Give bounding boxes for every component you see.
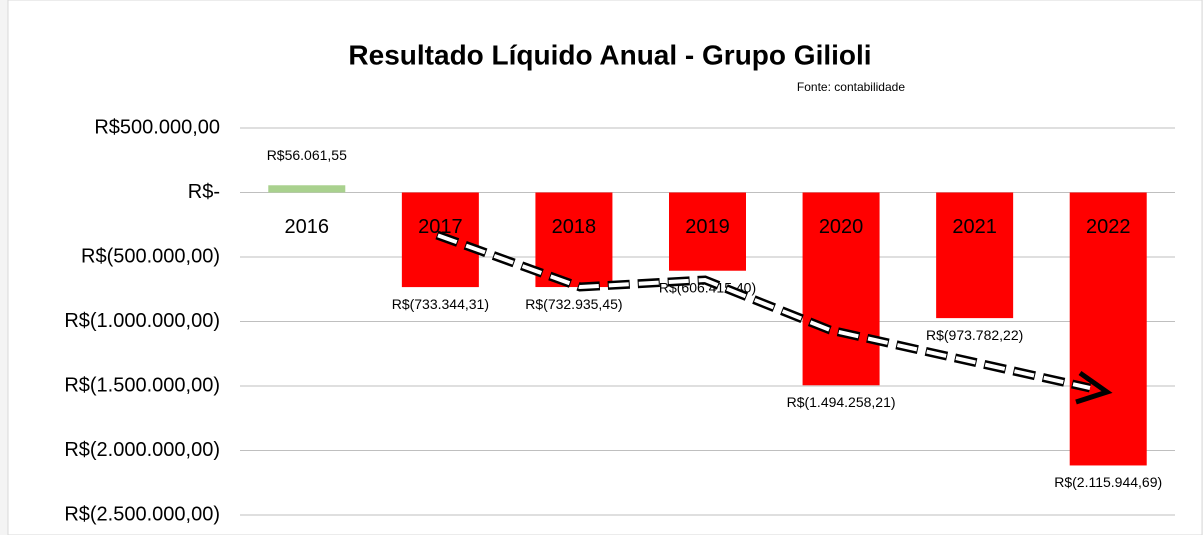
y-tick-label: R$(1.000.000,00) xyxy=(64,310,220,332)
x-tick-label: 2016 xyxy=(285,216,330,238)
y-tick-label: R$(2.000.000,00) xyxy=(64,439,220,461)
value-label: R$(1.494.258,21) xyxy=(787,394,896,410)
y-tick-label: R$(1.500.000,00) xyxy=(64,374,220,396)
bar xyxy=(268,185,346,193)
trend-arrow-inner xyxy=(436,233,1091,390)
bar xyxy=(936,192,1014,319)
value-label: R$(2.115.944,69) xyxy=(1054,474,1162,490)
bar xyxy=(802,192,880,386)
x-tick-label: 2017 xyxy=(418,216,463,238)
plot: R$500.000,00 R$- R$(500.000,00) R$(1.000.00… xyxy=(64,116,1175,525)
y-tick-label: R$500.000,00 xyxy=(94,116,220,138)
y-tick-label: R$(500.000,00) xyxy=(81,245,220,267)
bar xyxy=(535,192,613,288)
y-tick-label: R$(2.500.000,00) xyxy=(64,503,220,525)
value-label: R$(733.344,31) xyxy=(392,296,489,312)
bar xyxy=(669,192,746,271)
x-tick-label: 2018 xyxy=(552,216,597,238)
trend-arrow xyxy=(435,230,1113,405)
x-tick-label: 2019 xyxy=(685,216,730,238)
y-tick-label: R$- xyxy=(188,181,220,203)
value-label: R$(973.782,22) xyxy=(926,327,1023,343)
x-tick-label: 2021 xyxy=(952,216,997,238)
bar xyxy=(1069,192,1147,466)
x-tick-label: 2020 xyxy=(819,216,864,238)
chart-title: Resultado Líquido Anual - Grupo Gilioli xyxy=(348,39,871,70)
value-label: R$(732.935,45) xyxy=(525,296,622,312)
value-label: R$56.061,55 xyxy=(267,147,347,163)
trend-arrow-head xyxy=(1075,370,1113,405)
x-tick-label: 2022 xyxy=(1086,216,1131,238)
chart-subtitle: Fonte: contabilidade xyxy=(797,80,905,94)
